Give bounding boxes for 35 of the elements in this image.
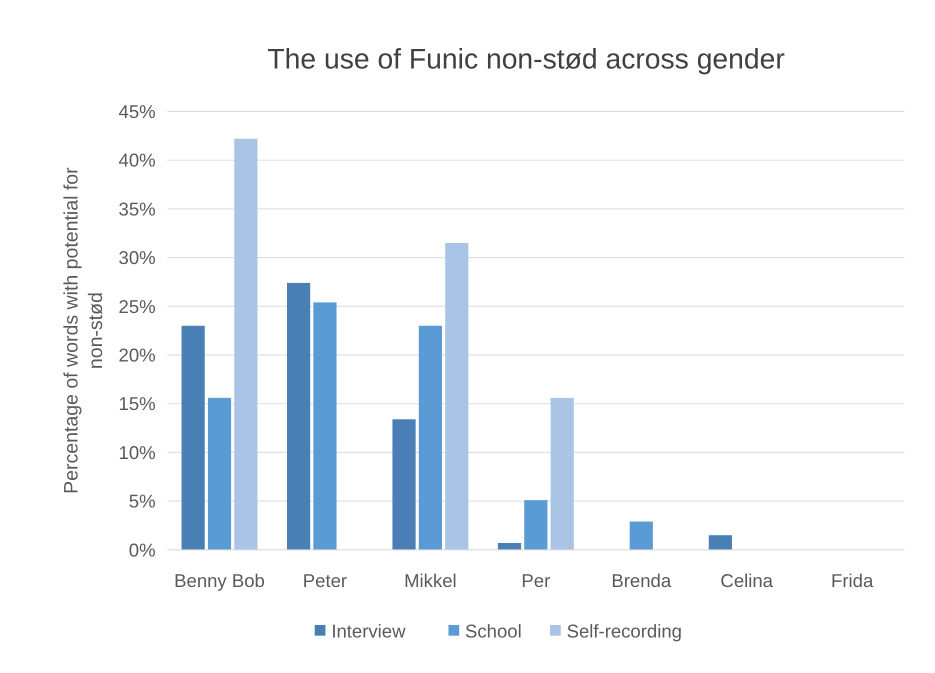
y-tick-label: 10% xyxy=(118,442,156,463)
legend-label: School xyxy=(465,620,522,642)
x-tick-label: Mikkel xyxy=(404,570,457,591)
y-tick-label: 25% xyxy=(118,296,156,317)
bar xyxy=(445,242,468,550)
bar xyxy=(286,282,310,550)
legend-label: Self-recording xyxy=(566,620,682,642)
y-tick-label: 30% xyxy=(118,247,156,268)
y-tick-label: 35% xyxy=(118,198,156,220)
x-tick-label: Per xyxy=(521,570,550,591)
y-tick-label: 5% xyxy=(128,490,156,512)
bar xyxy=(313,302,337,550)
x-tick-label: Frida xyxy=(831,570,874,591)
chart-title: The use of Funic non-stød across gender xyxy=(267,42,785,75)
x-tick-label: Brenda xyxy=(611,570,672,591)
x-tick-label: Peter xyxy=(302,570,348,591)
bar xyxy=(392,419,416,550)
bar xyxy=(524,500,548,550)
y-tick-label: 15% xyxy=(118,393,156,414)
bar xyxy=(708,535,732,550)
bar xyxy=(182,326,205,550)
x-tick-label: Benny Bob xyxy=(174,570,265,591)
legend-label: Interview xyxy=(331,620,406,642)
y-tick-label: 45% xyxy=(118,100,156,122)
bar xyxy=(550,398,574,550)
bar xyxy=(630,522,653,550)
x-tick-label: Celina xyxy=(720,570,774,591)
y-axis-title: Percentage of words with potential for non-stød xyxy=(60,166,107,494)
bar xyxy=(234,138,258,550)
bar xyxy=(418,326,442,550)
y-tick-label: 0% xyxy=(128,539,156,560)
bar xyxy=(498,542,522,550)
bar xyxy=(208,398,232,550)
y-tick-label: 40% xyxy=(118,150,156,171)
y-tick-label: 20% xyxy=(118,344,156,366)
